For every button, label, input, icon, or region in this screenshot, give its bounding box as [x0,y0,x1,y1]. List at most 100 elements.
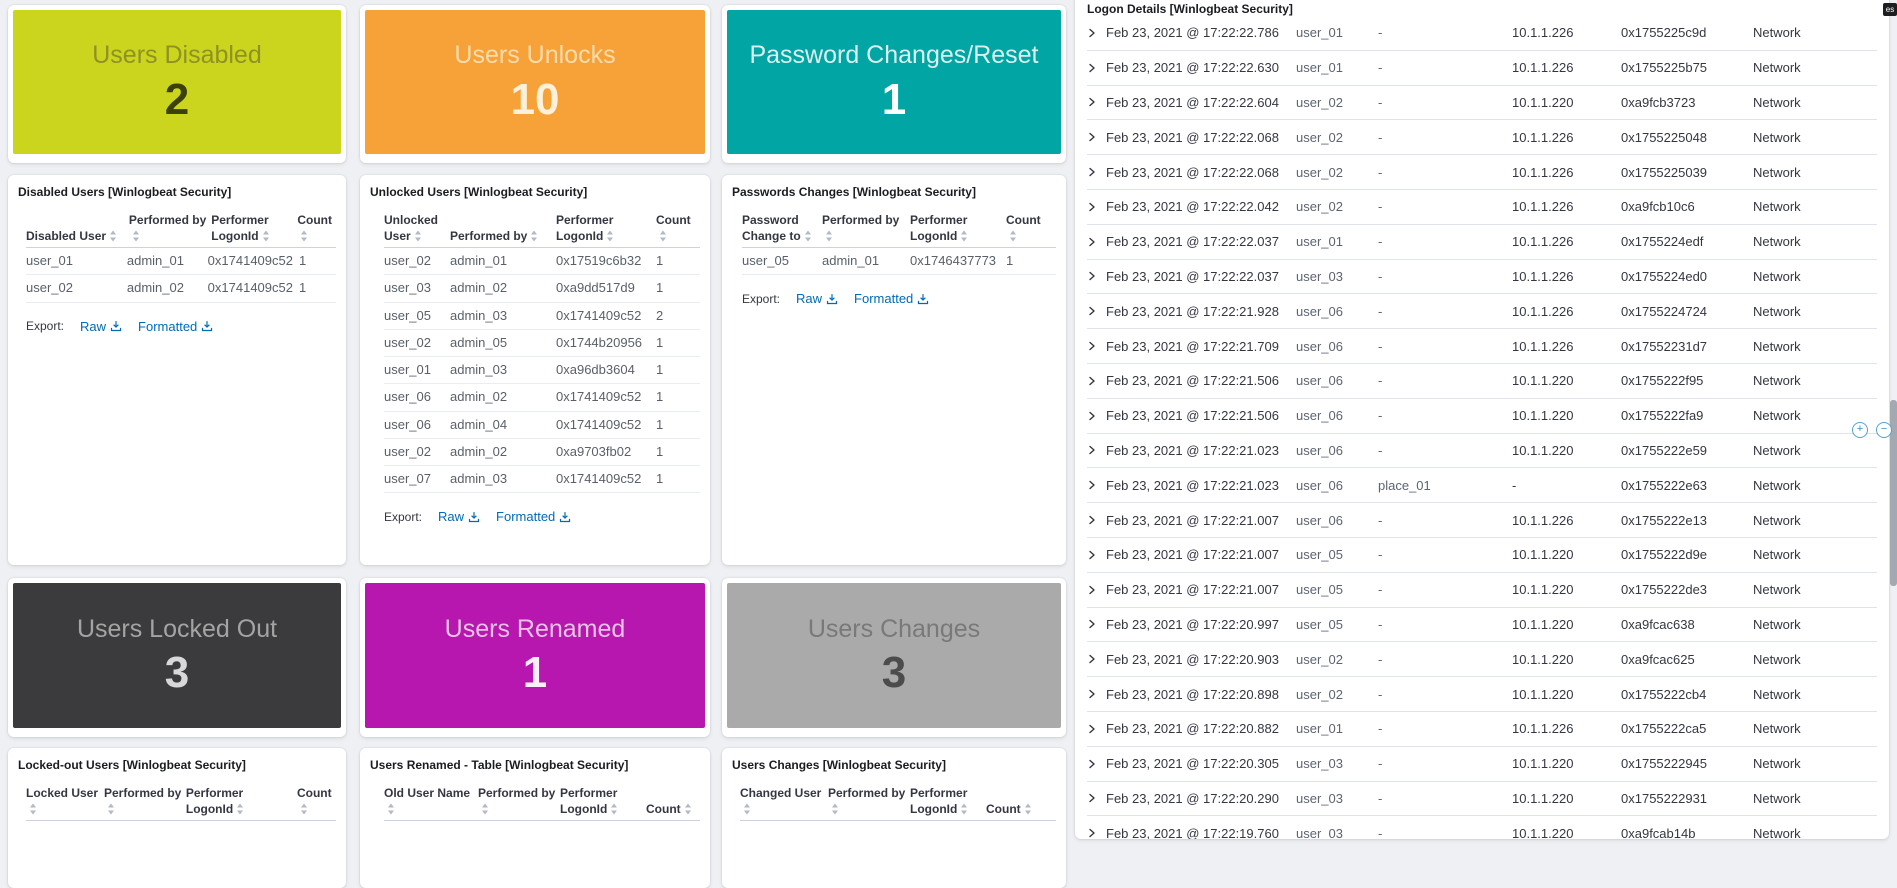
table-row: user_06 admin_02 0x1741409c52 1 [384,384,700,412]
expand-row-button[interactable] [1087,828,1106,838]
logon-timestamp: Feb 23, 2021 @ 17:22:22.037 [1106,268,1279,284]
expand-row-button[interactable] [1087,411,1106,421]
expand-row-button[interactable] [1087,689,1106,699]
table-cell: admin_05 [450,334,508,350]
table-cell: user_02 [26,280,73,296]
expand-row-button[interactable] [1087,167,1106,177]
column-header-sort[interactable]: Count [297,213,336,244]
column-header-sort[interactable]: Performed by [822,213,910,244]
column-header-sort[interactable]: Disabled User [26,229,129,245]
expand-row-button[interactable] [1087,132,1106,142]
expand-row-button[interactable] [1087,445,1106,455]
logon-detail: - [1378,616,1383,632]
logon-timestamp: Feb 23, 2021 @ 17:22:20.882 [1106,721,1279,737]
column-header-sort[interactable]: Unlocked User [384,213,439,243]
export-formatted-link[interactable]: Formatted [854,291,929,306]
logon-id: 0x1755224edf [1621,234,1704,250]
logon-source-ip: 10.1.1.226 [1512,512,1574,528]
expand-row-button[interactable] [1087,480,1106,490]
logon-id: 0x1755225b75 [1621,60,1708,76]
logon-table-row: Feb 23, 2021 @ 17:22:22.786 user_01 - 10.1.… [1087,16,1877,51]
export-raw-link[interactable]: Raw [438,509,480,524]
column-header-sort[interactable]: Performed by [129,213,211,244]
chevron-right-icon [1089,411,1095,420]
column-header-sort[interactable]: Count [656,213,696,244]
table-cell: 0xa96db3604 [556,362,635,378]
expand-row-button[interactable] [1087,619,1106,629]
data-table-unlocked-users: Unlocked User Performed by Performer Logon… [384,213,700,524]
logon-table-row: Feb 23, 2021 @ 17:22:22.604 user_02 - 10.1.… [1087,86,1877,121]
logon-source-ip: 10.1.1.226 [1512,199,1574,215]
column-header-sort[interactable]: Count [986,802,1040,818]
expand-row-button[interactable] [1087,550,1106,560]
logon-source-ip: 10.1.1.226 [1512,338,1574,354]
panel-title: Passwords Changes [Winlogbeat Security] [732,185,976,199]
logon-type: Network [1753,616,1801,632]
column-header-sort[interactable]: Performer LogonId [910,786,968,816]
chevron-right-icon [1089,829,1095,838]
table-row: user_02 admin_01 0x17519c6b32 1 [384,248,700,276]
export-formatted-link[interactable]: Formatted [138,319,213,334]
column-header-sort[interactable]: Performed by [104,786,186,817]
sort-arrows-icon [107,803,114,815]
expand-row-button[interactable] [1087,202,1106,212]
panel-users-unlocks: Users Unlocks 10 [360,5,710,163]
expand-row-button[interactable] [1087,793,1106,803]
table-header-row: Password Change to Performed by Performer … [742,213,1056,249]
column-header-sort[interactable]: Count [1006,213,1046,244]
column-header-sort[interactable]: Performer LogonId [185,786,244,816]
logon-detail: - [1378,94,1383,110]
table-cell: admin_01 [450,253,508,269]
logon-source-ip: 10.1.1.226 [1512,234,1574,250]
chevron-right-icon [1089,237,1095,246]
column-header-sort[interactable]: Performer LogonId [560,786,618,816]
chevron-right-icon [1089,307,1095,316]
metric-title: Password Changes/Reset [749,41,1039,70]
column-header-sort[interactable]: Changed User [740,786,828,817]
expand-row-button[interactable] [1087,376,1106,386]
export-formatted-link[interactable]: Formatted [496,509,571,524]
logon-source-ip: 10.1.1.226 [1512,129,1574,145]
column-header-sort[interactable]: Performed by [828,786,910,817]
logon-timestamp: Feb 23, 2021 @ 17:22:21.023 [1106,477,1279,493]
expand-row-button[interactable] [1087,724,1106,734]
column-header-sort[interactable]: Performer LogonId [556,213,614,243]
zoom-in-icon[interactable]: + [1852,422,1868,438]
table-cell: user_07 [384,471,431,487]
expand-row-button[interactable] [1087,515,1106,525]
table-cell: 1 [298,253,307,269]
logon-type: Network [1753,408,1801,424]
column-header-sort[interactable]: Performed by [478,786,560,817]
logon-id: 0x1755225048 [1621,129,1708,145]
column-header-sort[interactable]: Password Change to [742,213,822,244]
column-header-sort[interactable]: Locked User [26,786,104,817]
logon-source-ip: 10.1.1.226 [1512,268,1574,284]
chevron-right-icon [1089,724,1095,734]
logon-type: Network [1753,477,1801,493]
expand-row-button[interactable] [1087,759,1106,769]
logon-id: 0x1755222cb4 [1621,686,1707,702]
expand-row-button[interactable] [1087,341,1106,351]
column-header-sort[interactable]: Performer LogonId [211,213,269,243]
expand-row-button[interactable] [1087,97,1106,107]
expand-row-button[interactable] [1087,237,1106,247]
data-table-users-renamed: Old User Name Performed by Performer Logon… [384,786,700,822]
expand-row-button[interactable] [1087,306,1106,316]
expand-row-button[interactable] [1087,654,1106,664]
table-row: user_06 admin_04 0x1741409c52 1 [384,412,700,439]
column-header-sort[interactable]: Old User Name [384,786,478,817]
expand-row-button[interactable] [1087,271,1106,281]
column-header-sort[interactable]: Performed by [450,229,556,245]
column-header-sort[interactable]: Count [297,786,336,817]
chevron-right-icon [1089,794,1095,803]
vertical-scrollbar-thumb[interactable] [1890,400,1897,586]
expand-row-button[interactable] [1087,63,1106,73]
expand-row-button[interactable] [1087,585,1106,595]
expand-row-button[interactable] [1087,28,1106,38]
export-raw-link[interactable]: Raw [796,291,838,306]
metric-users-unlocks: Users Unlocks 10 [365,10,705,154]
export-raw-link[interactable]: Raw [80,319,122,334]
zoom-out-icon[interactable]: − [1876,422,1892,438]
column-header-sort[interactable]: Count [646,802,700,818]
column-header-sort[interactable]: Performer LogonId [910,213,968,243]
